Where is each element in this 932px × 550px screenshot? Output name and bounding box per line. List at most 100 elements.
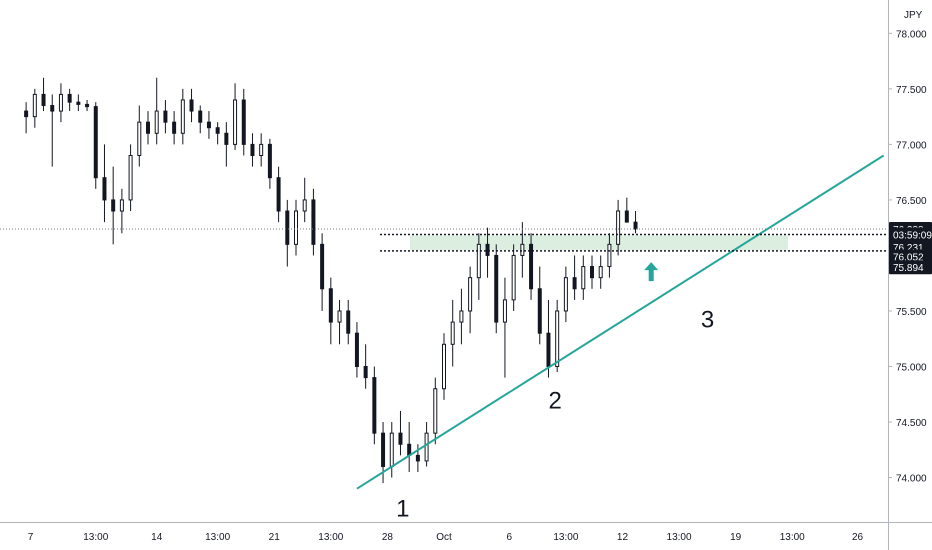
candle [407,422,412,473]
candle [624,197,629,223]
candle [198,105,203,134]
candle [537,266,542,345]
candle [102,144,107,223]
candle-body [598,266,603,279]
candle [215,122,220,145]
price-label-bg [889,227,932,242]
time-tick-label: 13:00 [318,532,343,543]
candle [581,255,586,300]
candle-body [424,432,429,462]
candle-body [102,177,107,201]
candle-body [346,310,351,334]
candle-body [302,199,307,212]
candle-body [520,243,525,256]
price-tick-label: 77.500 [896,85,927,96]
candle [389,422,394,478]
time-tick-label: 13:00 [780,532,805,543]
candle-body [529,243,534,290]
candle-body [328,288,333,323]
currency-label: JPY [904,10,923,21]
candle-body [285,210,290,245]
candle [250,133,255,167]
candle-body [320,243,325,290]
candle [146,111,150,145]
candle-body [250,143,255,156]
candle [206,111,211,139]
candle [76,94,81,112]
candle [67,88,72,112]
price-tick-label: 74.000 [896,474,927,485]
candle-body [58,93,63,112]
candle [85,99,90,112]
candle [372,366,377,445]
candle [328,277,333,345]
candle-body [294,210,298,245]
candle [58,83,63,123]
time-tick-label: Oct [436,532,452,543]
candle-body [363,366,368,379]
candle [459,288,464,345]
time-tick-label: 13:00 [553,532,578,543]
candle [520,222,525,278]
candle [93,102,98,189]
candle [189,88,194,123]
candle [572,255,577,300]
candle-body [198,110,203,123]
candle-body [50,105,55,112]
candle-body [442,343,446,390]
candle [267,138,272,189]
time-tick-label: 14 [151,532,163,543]
price-tick-label: 77.000 [896,140,927,151]
price-label-text: 76.231 [893,243,924,254]
candle [450,299,455,367]
time-scale[interactable]: 7 13:00 14 13:00 21 13:00 28 Oct 6 13:00 12 13:00 19… [28,532,864,543]
candle-body [546,332,551,368]
candle-body [180,99,185,134]
time-tick-label: 13:00 [83,532,108,543]
candle-body [93,106,98,179]
candle-body [267,143,272,179]
candle [442,333,446,400]
candle-body [259,143,264,156]
price-label-bg [889,260,932,275]
candle [633,211,638,234]
candle-body [276,177,281,212]
candle-body [494,254,499,323]
candle [32,88,37,128]
candle [233,83,238,150]
candle [398,410,403,456]
candle-body [633,221,638,230]
ascending-trendline[interactable] [356,154,885,490]
candle [502,277,507,378]
price-tick-label: 75.500 [896,307,927,318]
candle-body [337,310,342,323]
candle [259,133,264,167]
candle-body [146,121,150,134]
candle [476,233,481,300]
candle [24,102,29,134]
candle-body [459,310,464,323]
candle-body [32,93,37,118]
candle-body [624,210,629,223]
time-tick-label: 21 [269,532,281,543]
candle-body [163,110,168,123]
countdown-label: 03:59:09 [889,227,932,242]
candle [241,88,246,156]
candle [363,344,368,389]
candle-body [433,388,438,434]
candle-body [407,443,412,456]
time-tick-label: 6 [507,532,513,543]
price-label-text: 76.052 [893,253,924,264]
candle-body [128,154,133,201]
time-tick-label: 28 [382,532,394,543]
price-label-bg [889,249,932,264]
candle-body [389,432,394,467]
candle [607,233,612,278]
wave-label-3: 3 [701,307,714,334]
candle [224,122,229,167]
candle [529,233,534,300]
candle-body [563,277,568,312]
candle-body [154,110,159,134]
